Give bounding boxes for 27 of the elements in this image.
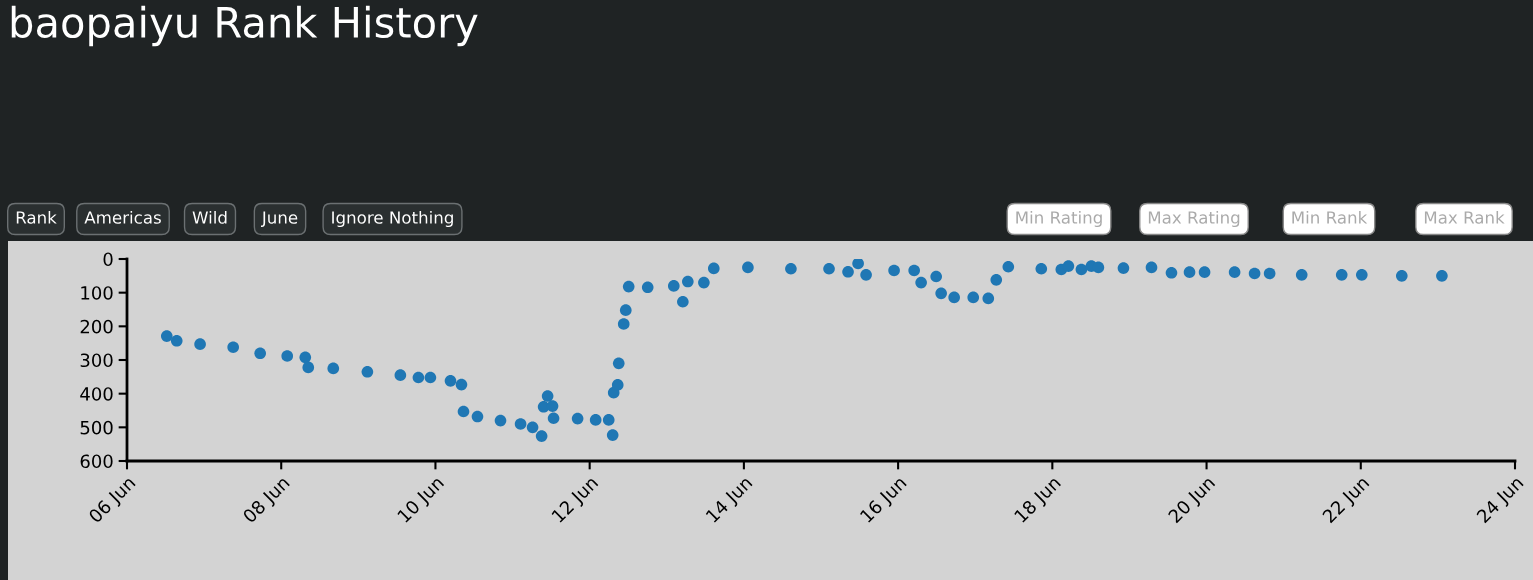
text: Wild [192,210,227,224]
chart-title: baopaiyu Rank History [11,5,478,47]
text: Rank [16,210,57,224]
x-tick-label: 14 Jun [705,475,756,526]
text: Min Rating [1016,210,1102,228]
y-tick-label: 100 [81,286,113,300]
text: Min Rank [1292,210,1368,224]
x-tick-label: 10 Jun [396,475,447,526]
text: Max Rating [1148,210,1240,228]
y-tick-label: 200 [80,319,113,334]
text: June [260,211,298,227]
x-tick-label: 24 Jun [1475,475,1527,526]
y-tick-label: 300 [80,353,113,368]
x-tick-label: 06 Jun [87,475,139,526]
x-tick-label: 16 Jun [859,475,910,526]
x-tick-label: 12 Jun [551,475,601,526]
text: Americas [84,210,161,224]
x-tick-label: 22 Jun [1321,475,1372,526]
y-tick-label: 0 [103,252,113,267]
x-tick-label: 08 Jun [242,475,293,526]
y-tick-label: 600 [80,454,113,469]
x-tick-label: 20 Jun [1167,475,1218,526]
y-tick-label: 400 [80,387,113,401]
text: Ignore Nothing [332,210,453,228]
text: Max Rank [1424,210,1505,224]
x-tick-label: 18 Jun [1013,475,1064,526]
y-tick-label: 500 [80,420,113,435]
